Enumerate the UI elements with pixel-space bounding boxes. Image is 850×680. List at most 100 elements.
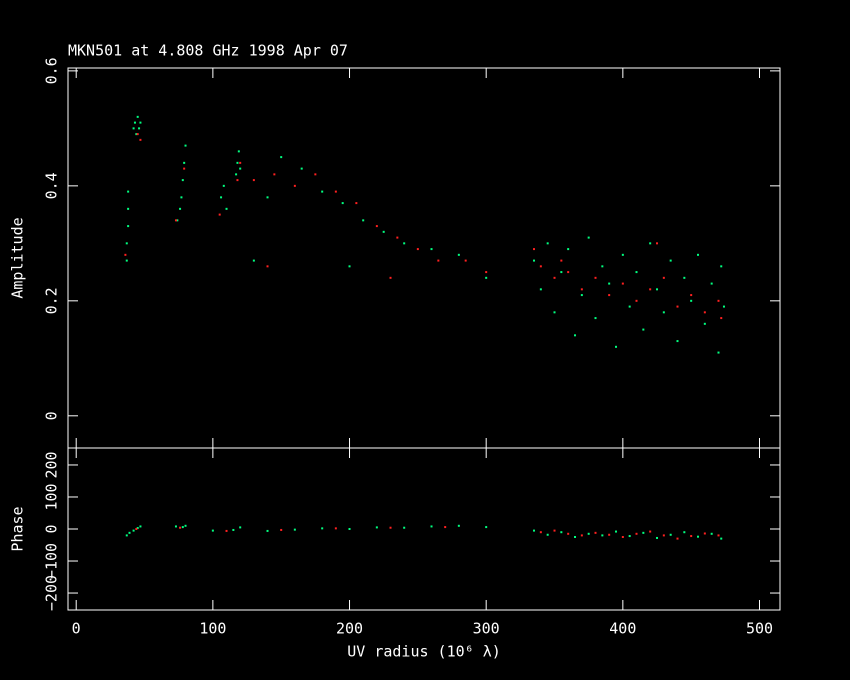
point	[656, 288, 659, 291]
point	[567, 271, 570, 274]
point	[430, 248, 433, 251]
x-tick-label: 0	[72, 620, 81, 638]
point	[580, 294, 583, 297]
point	[184, 144, 187, 147]
point	[615, 345, 618, 348]
point	[539, 288, 542, 291]
point	[621, 536, 624, 539]
point	[293, 528, 296, 531]
y-tick-label: 0	[43, 411, 61, 420]
point	[225, 207, 228, 210]
point	[697, 253, 700, 256]
point	[703, 311, 706, 314]
point	[546, 533, 549, 536]
point	[662, 534, 665, 537]
point	[237, 150, 240, 153]
y-tick-label: −200	[43, 575, 61, 611]
point	[389, 276, 392, 279]
point	[355, 202, 358, 205]
point	[656, 536, 659, 539]
point	[382, 230, 385, 233]
point	[136, 115, 139, 118]
point	[136, 133, 139, 136]
point	[136, 527, 139, 530]
point	[533, 259, 536, 262]
point	[348, 265, 351, 268]
point	[138, 127, 141, 130]
point	[222, 184, 225, 187]
point	[635, 271, 638, 274]
point	[139, 121, 142, 124]
x-tick-label: 300	[473, 620, 500, 638]
point	[690, 535, 693, 538]
x-axis-label: UV radius (10⁶ λ)	[347, 643, 501, 661]
point	[124, 253, 127, 256]
point	[334, 190, 337, 193]
point	[444, 526, 447, 529]
point	[375, 526, 378, 529]
point	[717, 299, 720, 302]
x-tick-label: 200	[336, 620, 363, 638]
point	[273, 173, 276, 176]
point	[416, 248, 419, 251]
point	[236, 161, 239, 164]
point	[703, 532, 706, 535]
point	[132, 529, 135, 532]
chart-title: MKN501 at 4.808 GHz 1998 Apr 07	[68, 42, 348, 60]
point	[642, 328, 645, 331]
point	[690, 294, 693, 297]
point	[485, 276, 488, 279]
point	[635, 532, 638, 535]
point	[649, 288, 652, 291]
x-tick-label: 100	[199, 620, 226, 638]
point	[396, 236, 399, 239]
point	[720, 265, 723, 268]
point	[587, 532, 590, 535]
point	[710, 532, 713, 535]
point	[239, 161, 242, 164]
point	[125, 259, 128, 262]
point	[127, 207, 130, 210]
point	[280, 528, 283, 531]
point	[615, 530, 618, 533]
y-tick-label: 0.2	[43, 287, 61, 314]
point	[676, 340, 679, 343]
point	[375, 225, 378, 228]
point	[553, 276, 556, 279]
point	[594, 276, 597, 279]
plot-frame	[67, 67, 781, 449]
point	[580, 288, 583, 291]
point	[232, 528, 235, 531]
point	[457, 524, 460, 527]
point	[300, 167, 303, 170]
point	[183, 167, 186, 170]
point	[662, 276, 665, 279]
point	[179, 526, 182, 529]
point	[720, 317, 723, 320]
point	[252, 179, 255, 182]
point	[553, 529, 556, 532]
point	[594, 317, 597, 320]
y-tick-label: 100	[43, 483, 61, 510]
point	[533, 529, 536, 532]
point	[125, 242, 128, 245]
point	[348, 528, 351, 530]
point	[211, 529, 214, 532]
point	[174, 525, 177, 528]
point	[132, 127, 135, 130]
point	[127, 190, 130, 193]
point	[139, 525, 142, 528]
point	[608, 282, 611, 285]
point	[437, 259, 440, 262]
point	[722, 305, 725, 308]
point	[430, 525, 433, 528]
point	[252, 259, 255, 262]
point	[403, 526, 406, 529]
point	[181, 179, 184, 182]
point	[601, 265, 604, 268]
point	[683, 276, 686, 279]
point	[236, 179, 239, 182]
point	[649, 242, 652, 245]
x-tick-label: 400	[609, 620, 636, 638]
